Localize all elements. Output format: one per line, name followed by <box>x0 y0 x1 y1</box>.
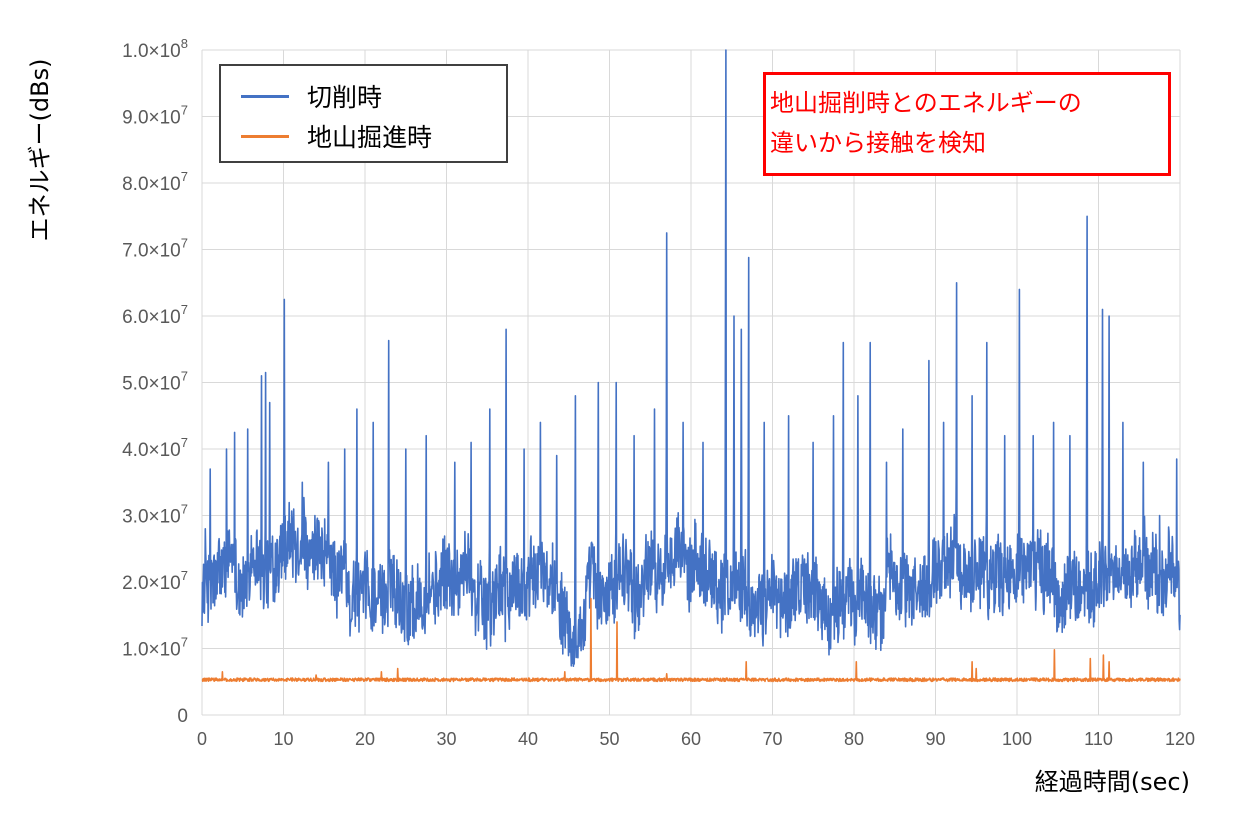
y-tick-label: 8.0×107 <box>122 169 188 195</box>
legend-swatch-cutting <box>241 94 289 98</box>
legend-label-cutting: 切削時 <box>307 83 383 112</box>
x-tick-label: 90 <box>925 729 945 749</box>
y-tick-label: 3.0×107 <box>122 502 188 528</box>
x-tick-label: 100 <box>1002 729 1032 749</box>
x-axis-title: 経過時間(sec) <box>1035 768 1190 796</box>
y-tick-label: 0 <box>177 706 188 727</box>
y-tick-label: 6.0×107 <box>122 302 188 328</box>
y-tick-label: 4.0×107 <box>122 435 188 461</box>
x-tick-label: 40 <box>518 729 538 749</box>
legend-item-ground: 地山掘進時 <box>241 118 432 154</box>
y-axis: 0 1.0×107 2.0×107 3.0×107 4.0×107 5.0×107 6.0×… <box>122 36 188 727</box>
x-tick-label: 70 <box>762 729 782 749</box>
y-tick-label: 1.0×108 <box>122 36 188 62</box>
annotation-line-1: 地山掘削時とのエネルギーの <box>770 89 1082 117</box>
x-tick-label: 110 <box>1084 729 1113 749</box>
y-tick-label: 2.0×107 <box>122 568 188 594</box>
x-tick-label: 20 <box>355 729 375 749</box>
x-tick-label: 80 <box>844 729 864 749</box>
x-tick-label: 10 <box>273 729 293 749</box>
series-layer <box>201 49 1181 683</box>
y-tick-label: 5.0×107 <box>122 369 188 395</box>
series-line-cutting <box>201 49 1181 667</box>
x-tick-label: 50 <box>599 729 619 749</box>
x-tick-label: 60 <box>681 729 701 749</box>
series-line-ground <box>201 597 1181 683</box>
legend-item-cutting: 切削時 <box>241 78 382 114</box>
x-tick-label: 0 <box>197 729 207 749</box>
x-tick-label: 30 <box>436 729 456 749</box>
y-axis-title: エネルギー(dBs) <box>26 59 54 242</box>
legend-label-ground: 地山掘進時 <box>307 123 433 152</box>
annotation-line-2: 違いから接触を検知 <box>770 129 986 157</box>
y-tick-label: 9.0×107 <box>122 103 188 129</box>
legend: 切削時 地山掘進時 <box>219 64 508 163</box>
y-tick-label: 7.0×107 <box>122 236 188 262</box>
legend-swatch-ground <box>241 134 289 138</box>
x-tick-label: 120 <box>1165 729 1195 749</box>
annotation-box: 地山掘削時とのエネルギーの 違いから接触を検知 <box>763 72 1171 176</box>
y-tick-label: 1.0×107 <box>122 635 188 661</box>
x-axis: 0 10 20 30 40 50 60 70 80 90 100 110 120 <box>197 729 1195 749</box>
